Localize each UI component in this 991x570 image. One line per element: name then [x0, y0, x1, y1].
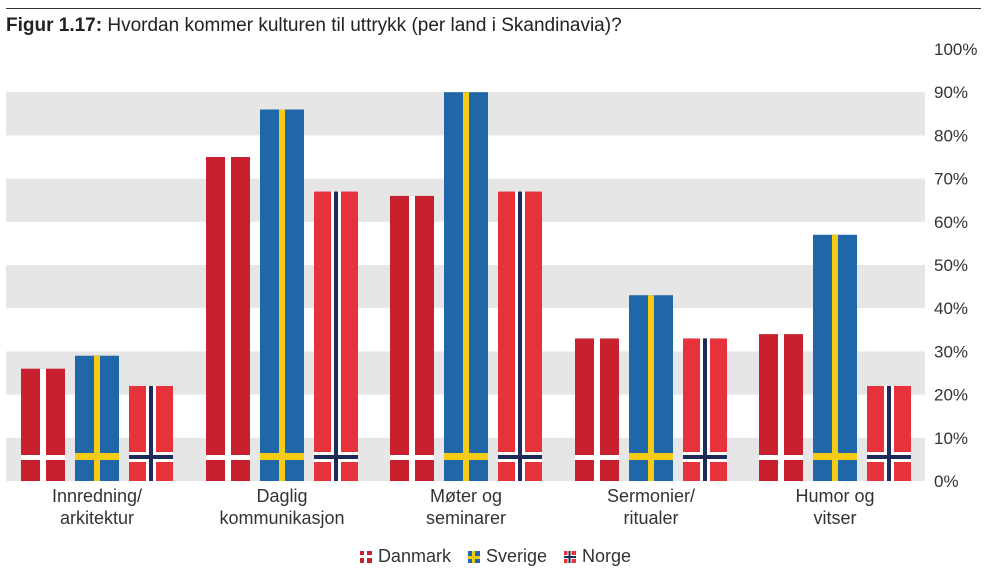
x-tick-label-line: Innredning/ [52, 486, 142, 506]
x-tick-label: Daglig kommunikasjon [219, 486, 344, 528]
cross-horizontal-blue [498, 455, 542, 459]
bar-sverige [260, 109, 304, 481]
cross-vertical [778, 334, 784, 481]
legend-label-danmark: Danmark [377, 546, 451, 566]
x-tick-label-line: Møter og [430, 486, 502, 506]
bar-norge [314, 191, 358, 481]
cross-vertical [40, 368, 46, 481]
cross-vertical [279, 109, 285, 481]
bar-norge [867, 385, 911, 481]
legend-label-sverige: Sverige [485, 546, 548, 566]
bar-norge [498, 191, 542, 481]
y-tick-label: 80% [934, 126, 968, 145]
x-tick-label-line: Daglig [256, 486, 307, 506]
cross-horizontal [206, 455, 250, 460]
cross-vertical [409, 195, 415, 481]
y-tick-label: 40% [934, 299, 968, 318]
cross-horizontal [813, 453, 857, 460]
cross-vertical-blue [518, 191, 522, 481]
cross-horizontal [759, 455, 803, 460]
cross-horizontal [390, 455, 434, 460]
cross-vertical-blue [149, 385, 153, 481]
cross-vertical-blue [887, 385, 891, 481]
cross-vertical-blue [334, 191, 338, 481]
bar-norge [129, 385, 173, 481]
x-tick-label-line: vitser [813, 508, 856, 528]
bar-danmark [206, 157, 250, 481]
x-tick-label: Sermonier/ritualer [607, 486, 695, 528]
bar-sverige [629, 295, 673, 481]
cross-vertical-blue [703, 338, 707, 481]
legend-label-norge: Norge [582, 546, 632, 566]
cross-vertical [225, 157, 231, 481]
x-tick-label-line: Sermonier/ [607, 486, 695, 506]
y-tick-label: 50% [934, 256, 968, 275]
cross-horizontal [75, 453, 119, 460]
y-tick-label: 60% [934, 213, 968, 232]
bar-sverige [75, 355, 119, 481]
cross-horizontal [629, 453, 673, 460]
cross-horizontal [575, 455, 619, 460]
danish-flag-icon [359, 550, 372, 563]
cross-vertical [594, 338, 600, 481]
y-tick-label: 10% [934, 429, 968, 448]
legend-item-danmark: Danmark [359, 546, 451, 567]
y-tick-label: 0% [934, 472, 959, 491]
bar-norge [683, 338, 727, 481]
x-tick-label-line: seminarer [426, 508, 506, 528]
chart-title: Figur 1.17: Hvordan kommer kulturen til … [6, 15, 622, 37]
cross-vertical [832, 234, 838, 481]
x-tick-label-line: ritualer [623, 508, 678, 528]
x-tick-label: Humor og vitser [795, 486, 874, 528]
top-rule [6, 8, 981, 9]
cross-horizontal [260, 453, 304, 460]
cross-horizontal-blue [867, 455, 911, 459]
y-tick-label: 100% [934, 40, 977, 59]
y-tick-label: 30% [934, 342, 968, 361]
x-tick-label-line: arkitektur [60, 508, 134, 528]
y-tick-label: 20% [934, 386, 968, 405]
bar-danmark [21, 368, 65, 481]
bar-sverige [444, 92, 488, 481]
cross-horizontal-blue [314, 455, 358, 459]
norwegian-flag-icon [564, 550, 577, 563]
x-tick-label-line: kommunikasjon [219, 508, 344, 528]
cross-horizontal [444, 453, 488, 460]
cross-horizontal [21, 455, 65, 460]
x-tick-label: Møter og seminarer [426, 486, 506, 528]
bar-danmark [575, 338, 619, 481]
swedish-flag-icon [467, 550, 480, 563]
x-tick-label: Innredning/arkitektur [52, 486, 142, 528]
legend-item-sverige: Sverige [467, 546, 548, 567]
cross-horizontal-blue [683, 455, 727, 459]
cross-horizontal-blue [129, 455, 173, 459]
legend-item-norge: Norge [564, 546, 631, 567]
y-tick-label: 70% [934, 170, 968, 189]
cross-vertical [648, 295, 654, 481]
cross-vertical [94, 355, 100, 481]
bar-sverige [813, 234, 857, 481]
legend: Danmark Sverige Norge [0, 546, 991, 568]
y-tick-label: 90% [934, 83, 968, 102]
bar-danmark [759, 334, 803, 481]
x-tick-label-line: Humor og [795, 486, 874, 506]
cross-vertical [463, 92, 469, 481]
title-text: Hvordan kommer kulturen til uttrykk (per… [107, 15, 622, 36]
bar-chart: 0% 10% 20% 30% 40% 50% 60% 70% 80% 90% 100% Innredn… [6, 40, 977, 528]
bar-danmark [390, 195, 434, 481]
figure-label: Figur 1.17: [6, 15, 103, 36]
